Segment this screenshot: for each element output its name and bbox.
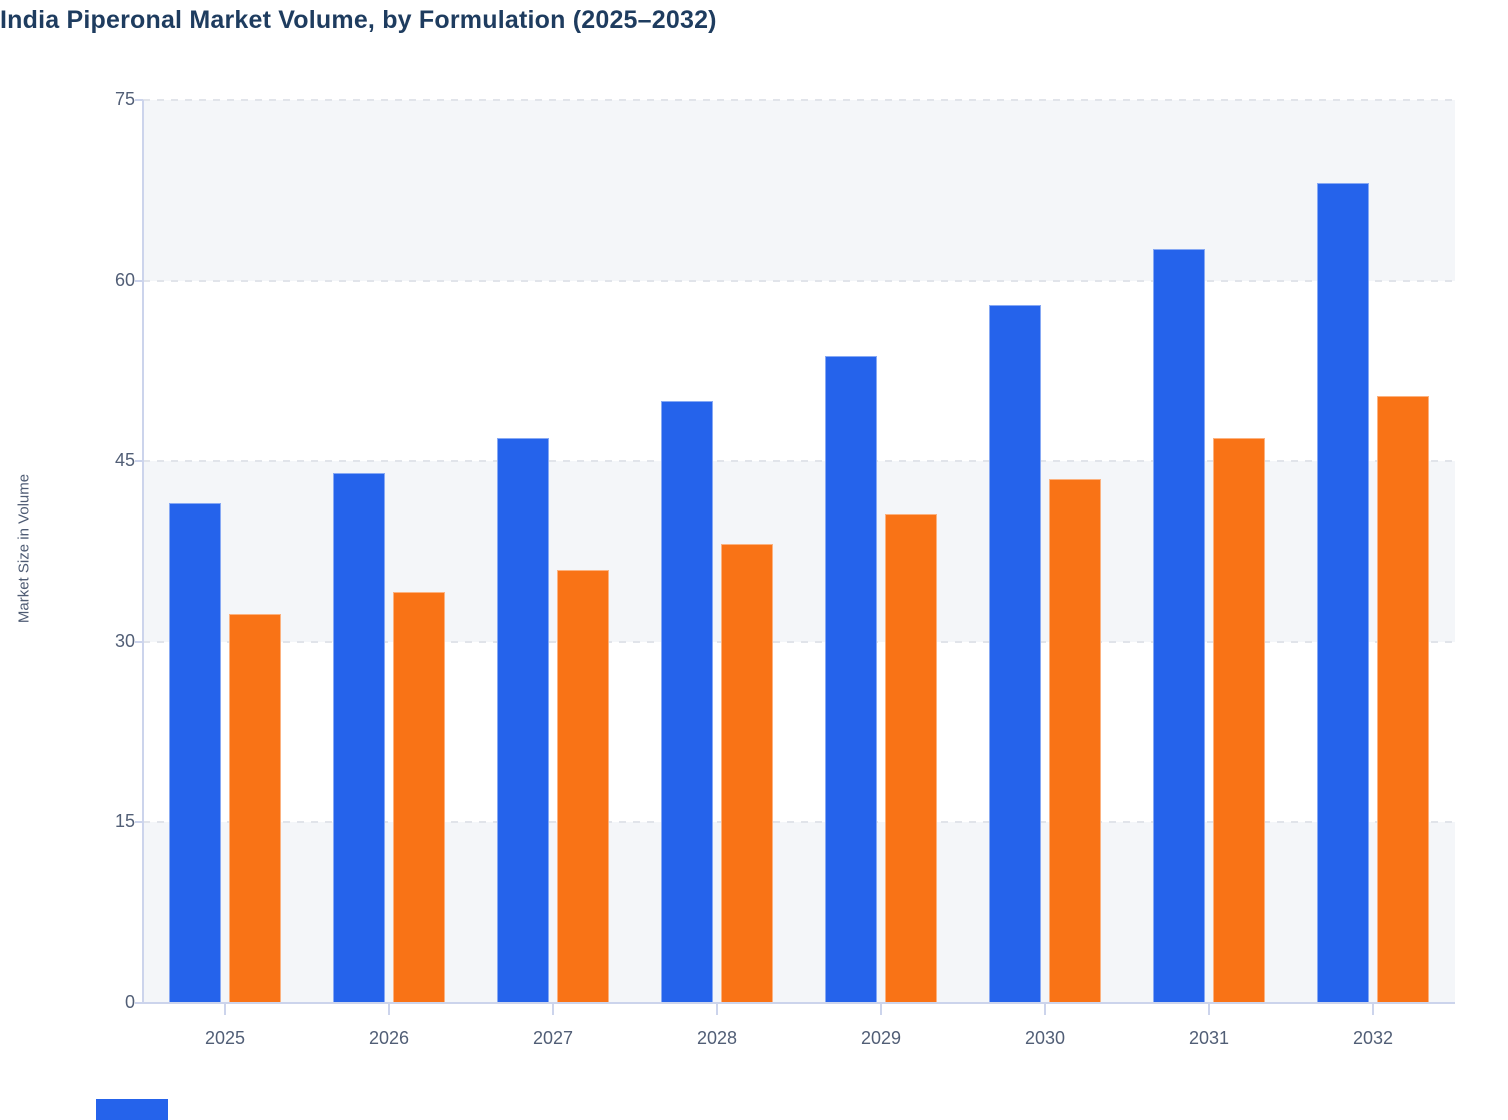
y-axis-title: Market Size in Volume <box>15 473 33 624</box>
bar-orange-2031 <box>1213 438 1265 1003</box>
bar-blue-2028 <box>661 401 713 1003</box>
bar-blue-2031 <box>1153 249 1205 1003</box>
x-tick-mark <box>224 1004 226 1015</box>
x-tick-label: 2029 <box>860 1028 902 1048</box>
gridline <box>143 279 1455 282</box>
x-tick-label: 2025 <box>204 1028 246 1048</box>
y-tick-label: 0 <box>124 992 135 1012</box>
bar-orange-2029 <box>885 514 937 1003</box>
y-axis-line <box>142 100 144 1004</box>
bar-blue-2026 <box>333 473 385 1003</box>
x-tick-label: 2027 <box>532 1028 574 1048</box>
y-tick-mark <box>135 279 143 282</box>
y-tick-mark <box>135 640 143 643</box>
y-tick-mark <box>135 99 143 101</box>
x-tick-label: 2032 <box>1352 1028 1394 1048</box>
bar-orange-2032 <box>1377 396 1429 1003</box>
x-tick-label: 2028 <box>696 1028 738 1048</box>
bar-orange-2030 <box>1049 479 1101 1003</box>
bar-blue-2030 <box>989 304 1041 1003</box>
bar-orange-2026 <box>393 592 445 1003</box>
gridline <box>143 460 1455 463</box>
y-tick-label: 30 <box>114 630 135 651</box>
gridline <box>143 640 1455 643</box>
gridline <box>143 99 1455 101</box>
bar-blue-2025 <box>169 503 221 1003</box>
y-tick-label: 15 <box>114 811 135 832</box>
plot-band <box>143 100 1455 281</box>
y-tick-label: 60 <box>114 269 135 290</box>
bar-orange-2027 <box>557 569 609 1003</box>
x-tick-mark <box>1044 1004 1046 1015</box>
gridline <box>143 821 1455 824</box>
bar-orange-2025 <box>229 614 281 1003</box>
y-tick-mark <box>135 1002 143 1004</box>
x-tick-mark <box>716 1004 718 1015</box>
bar-orange-2028 <box>721 544 773 1003</box>
bar-blue-2027 <box>497 438 549 1003</box>
x-tick-label: 2031 <box>1188 1028 1230 1048</box>
x-tick-mark <box>1208 1004 1210 1015</box>
y-tick-label: 45 <box>114 450 135 471</box>
x-tick-mark <box>388 1004 390 1015</box>
x-tick-mark <box>1372 1004 1374 1015</box>
x-axis-baseline <box>143 1002 1455 1004</box>
legend-swatch-cutoff <box>96 1099 168 1120</box>
y-tick-mark <box>135 821 143 824</box>
plot-area <box>143 99 1455 1003</box>
y-tick-mark <box>135 460 143 463</box>
bar-blue-2032 <box>1317 183 1369 1003</box>
x-tick-mark <box>552 1004 554 1015</box>
x-tick-label: 2026 <box>368 1028 410 1048</box>
chart-title: India Piperonal Market Volume, by Formul… <box>0 6 717 34</box>
bar-blue-2029 <box>825 356 877 1003</box>
y-tick-label: 75 <box>114 89 135 109</box>
x-tick-label: 2030 <box>1024 1028 1066 1048</box>
x-tick-mark <box>880 1004 882 1015</box>
